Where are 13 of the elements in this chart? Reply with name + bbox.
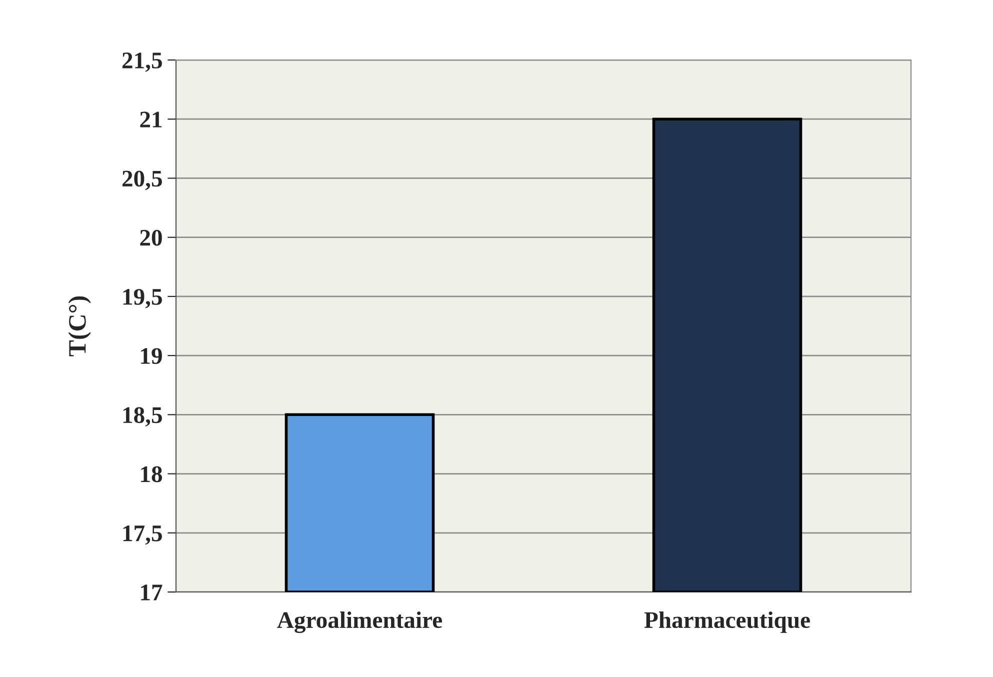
y-tick-label: 21: [140, 112, 162, 128]
y-tick-label: 18,5: [123, 407, 162, 427]
y-tick-label: 19,5: [123, 289, 162, 308]
y-tick-label: 18: [141, 466, 162, 482]
y-tick-label: 20: [140, 230, 162, 246]
y-tick-label: 17,5: [123, 525, 162, 545]
y-tick-label: 21,5: [122, 52, 162, 72]
y-tick-label: 17: [141, 584, 162, 600]
x-tick-label: Agroalimentaire: [277, 611, 442, 634]
y-axis-title: T(C°): [68, 296, 91, 356]
y-tick-label: 19: [141, 348, 162, 364]
x-tick-label: Pharmaceutique: [644, 611, 810, 633]
y-tick-label: 20,5: [122, 170, 162, 190]
